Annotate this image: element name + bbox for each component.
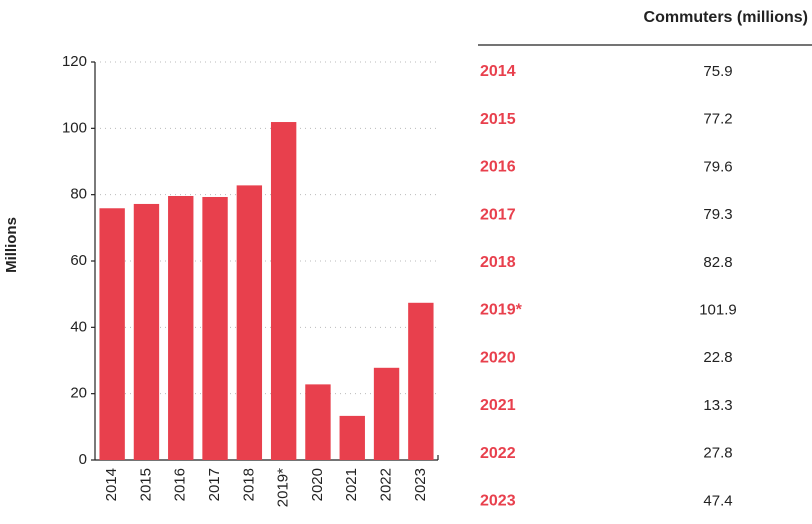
table-year: 2020 — [480, 349, 516, 366]
bar — [339, 415, 365, 460]
table-year: 2019* — [480, 302, 523, 319]
y-tick-label: 60 — [70, 252, 87, 269]
x-tick-label: 2023 — [412, 468, 429, 501]
x-tick-label: 2014 — [103, 468, 120, 501]
table-value: 47.4 — [703, 492, 732, 509]
table-year: 2021 — [480, 397, 516, 414]
y-tick-label: 20 — [70, 385, 87, 402]
y-axis-label: Millions — [3, 217, 20, 273]
table-value: 101.9 — [699, 301, 737, 318]
table-year: 2014 — [480, 63, 516, 80]
y-tick-label: 120 — [62, 53, 87, 70]
x-tick-label: 2022 — [378, 468, 395, 501]
bar — [373, 367, 400, 460]
y-tick-label: 80 — [70, 186, 87, 203]
x-tick-label: 2017 — [206, 468, 223, 501]
table-year: 2017 — [480, 206, 516, 223]
x-tick-label: 2020 — [309, 468, 326, 501]
y-tick-label: 0 — [79, 451, 87, 468]
table-value: 77.2 — [703, 111, 732, 128]
bar — [133, 203, 160, 460]
table-value: 13.3 — [703, 397, 732, 414]
x-tick-label: 2018 — [240, 468, 257, 501]
y-tick-label: 100 — [62, 119, 87, 136]
table-year: 2023 — [480, 493, 516, 510]
table-value: 79.3 — [703, 206, 732, 223]
table-year: 2016 — [480, 159, 516, 176]
x-tick-label: 2015 — [137, 468, 154, 501]
table-value: 27.8 — [703, 445, 732, 462]
bar — [99, 208, 125, 460]
table-year: 2015 — [480, 111, 516, 128]
y-tick-label: 40 — [70, 318, 87, 335]
bar — [202, 196, 228, 460]
x-tick-label: 2016 — [172, 468, 189, 501]
bar — [236, 185, 263, 460]
x-tick-label: 2019* — [275, 468, 292, 507]
bar — [305, 384, 331, 460]
x-tick-label: 2021 — [343, 468, 360, 501]
table-value: 75.9 — [703, 63, 732, 80]
table-year: 2018 — [480, 254, 516, 271]
table-value: 22.8 — [703, 349, 732, 366]
table-year: 2022 — [480, 445, 516, 462]
bar — [408, 302, 434, 460]
bar — [168, 195, 194, 460]
table-header: Commuters (millions) — [644, 9, 808, 26]
table-value: 82.8 — [703, 254, 732, 271]
bar — [270, 122, 297, 460]
table-value: 79.6 — [703, 158, 732, 175]
